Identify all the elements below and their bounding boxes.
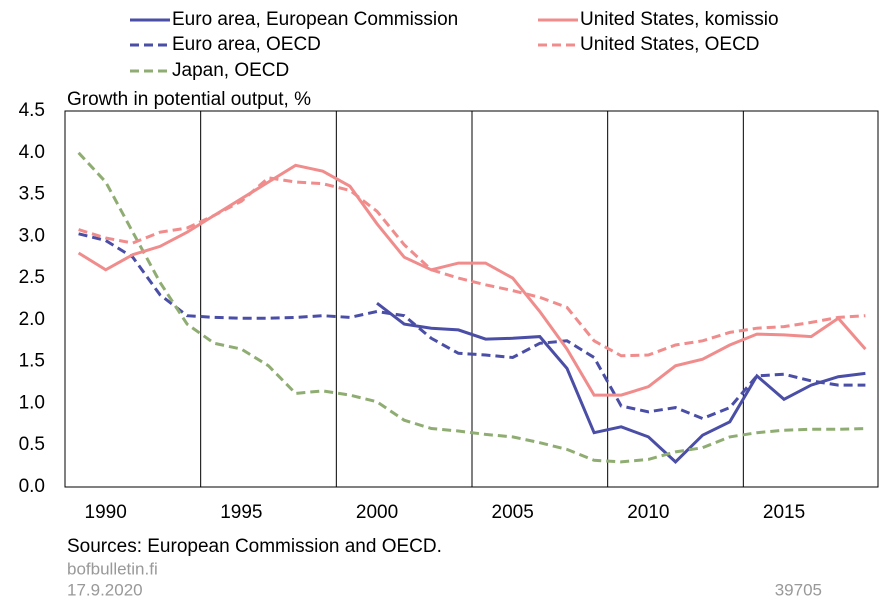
date: 17.9.2020 [67, 580, 143, 598]
y-tick-label: 1.0 [19, 392, 45, 413]
legend-label: Euro area, European Commission [172, 9, 458, 30]
y-tick-label: 2.5 [19, 267, 45, 288]
legend-label: United States, komissio [580, 9, 779, 30]
x-tick-label: 1990 [85, 502, 127, 523]
source: Sources: European Commission and OECD. [67, 536, 442, 557]
plot-lines [77, 151, 867, 464]
y-tick-label: 3.0 [19, 225, 45, 246]
legend-label: Euro area, OECD [172, 34, 321, 55]
y-tick-label: 3.5 [19, 184, 45, 205]
x-tick-label: 2015 [763, 502, 805, 523]
y-tick-label: 4.0 [19, 142, 45, 163]
chart-code: 39705 [775, 580, 822, 598]
x-tick-label: 2005 [492, 502, 534, 523]
series-line [78, 232, 866, 421]
series-line [77, 151, 866, 464]
series-line [78, 176, 866, 358]
x-tick-label: 2000 [356, 502, 398, 523]
series-line [77, 163, 867, 397]
y-tick-label: 4.5 [19, 100, 45, 121]
legend-label: Japan, OECD [172, 60, 289, 81]
x-tick-label: 2010 [627, 502, 669, 523]
series-line [376, 302, 866, 464]
site: bofbulletin.fi [67, 559, 158, 578]
x-tick-label: 1995 [220, 502, 262, 523]
y-tick-label: 1.5 [19, 351, 45, 372]
y-tick-label: 2.0 [19, 309, 45, 330]
y-tick-label: 0.5 [19, 434, 45, 455]
y-axis-label: Growth in potential output, % [67, 89, 311, 110]
legend-label: United States, OECD [580, 34, 760, 55]
y-tick-label: 0.0 [19, 476, 45, 497]
